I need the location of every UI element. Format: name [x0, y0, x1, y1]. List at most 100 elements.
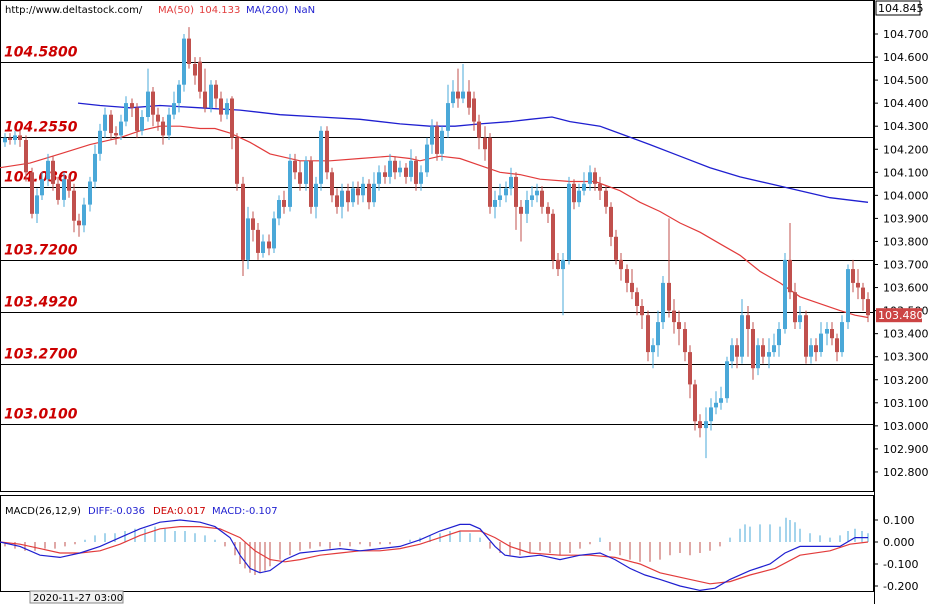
price-axis: 104.700 104.600 104.500 104.400 104.300 104.2… [874, 28, 929, 479]
candle-body [193, 64, 197, 76]
candle-body [756, 345, 760, 369]
candle [509, 167, 513, 196]
candle [635, 287, 639, 316]
candle-body [683, 329, 687, 353]
candle [477, 114, 481, 150]
current-price-label: 103.480 [878, 309, 924, 322]
candle [540, 186, 544, 214]
candle-body [561, 259, 565, 270]
ma200-line-group [77, 102, 869, 203]
candle-body [35, 195, 39, 214]
candle-body [651, 345, 655, 353]
candle [398, 160, 402, 177]
candle [198, 57, 202, 99]
candle [646, 310, 650, 362]
macd-tick-label: -0.200 [883, 580, 918, 593]
candle-body [203, 91, 207, 108]
candle-body [804, 315, 808, 357]
candle-body [277, 200, 281, 219]
candle [777, 322, 781, 357]
price-tick-label: 103.900 [883, 212, 929, 225]
candle [767, 338, 771, 369]
candle [672, 299, 676, 334]
level-label-1: 104.5800 [4, 45, 78, 61]
candle-body [161, 121, 165, 136]
candle-body [335, 195, 339, 207]
candle [677, 310, 681, 346]
candle-body [693, 384, 697, 422]
candle [525, 190, 529, 223]
candle [783, 253, 787, 334]
candle [256, 223, 260, 260]
candle-body [740, 315, 744, 357]
candle [730, 338, 734, 369]
candle [146, 68, 150, 122]
candle-body [82, 204, 86, 226]
candle [356, 181, 360, 205]
candle [156, 107, 160, 131]
ma50-value: 104.133 [199, 5, 240, 16]
candle [272, 211, 276, 253]
candle [866, 292, 870, 323]
candle-body [187, 38, 191, 64]
candle-body [498, 195, 502, 200]
candle-body [56, 183, 60, 200]
candle [756, 338, 760, 376]
candle [372, 172, 376, 207]
candle-body [646, 315, 650, 353]
macd-dea-line [0, 526, 869, 585]
candle-body [440, 130, 444, 154]
candle-body [398, 167, 402, 173]
candle [619, 253, 623, 281]
candle-body [830, 329, 834, 339]
price-tick-label: 102.900 [883, 443, 929, 456]
candle [267, 234, 271, 256]
candle [277, 195, 281, 226]
candle [346, 183, 350, 212]
candle [483, 126, 487, 161]
macd-tick-label: -0.100 [883, 558, 918, 571]
candle [35, 188, 39, 223]
candle [798, 306, 802, 329]
candle-body [383, 172, 387, 177]
candle-body [98, 130, 102, 154]
current-price-box [876, 308, 922, 323]
candle-body [130, 103, 134, 108]
candle-body [377, 172, 381, 184]
candle-body [840, 322, 844, 353]
candle-body [714, 402, 718, 408]
candle [419, 165, 423, 191]
candle [361, 176, 365, 203]
candle-body [735, 345, 739, 357]
candle [67, 174, 71, 198]
price-tick-label: 102.800 [883, 466, 929, 479]
candle [761, 338, 765, 364]
candle [246, 206, 250, 270]
candle-body [525, 200, 529, 214]
candle-body [167, 114, 171, 136]
candle-body [556, 259, 560, 270]
candle-body [351, 188, 355, 203]
candle [124, 96, 128, 127]
candle [351, 181, 355, 207]
candle [604, 186, 608, 214]
candle-body [777, 329, 781, 346]
candle [609, 202, 613, 247]
candle-body [688, 352, 692, 385]
candle [404, 163, 408, 184]
ma200-line [77, 102, 869, 203]
candle-body [135, 107, 139, 131]
ma200-legend: MA(200) [246, 5, 288, 16]
price-tick-label: 104.300 [883, 120, 929, 133]
candle-body [819, 333, 823, 352]
level-label-4: 103.7200 [4, 243, 78, 259]
candle-body [3, 137, 7, 143]
candle-body [13, 135, 17, 140]
candle [367, 179, 371, 210]
candle-body [293, 160, 297, 173]
candle [698, 414, 702, 438]
candle-body [835, 338, 839, 353]
candle [8, 133, 12, 145]
candle-body [267, 241, 271, 249]
candle-body [446, 103, 450, 131]
